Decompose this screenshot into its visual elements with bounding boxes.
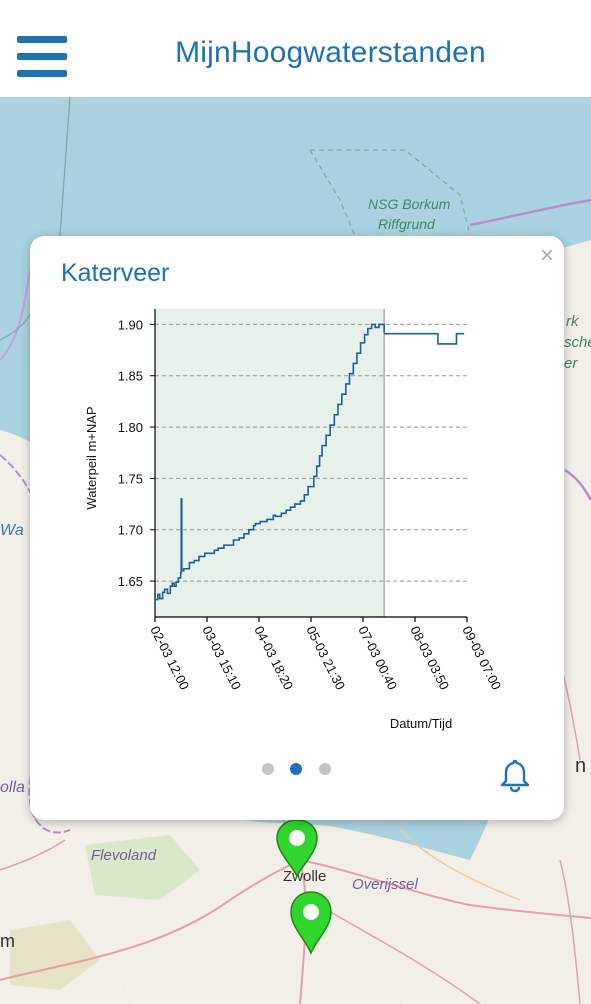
x-tick-label: 03-03 15:10: [199, 624, 244, 693]
app-title: MijnHoogwaterstanden: [175, 36, 486, 69]
x-tick-label: 05-03 21:30: [303, 624, 348, 693]
y-tick-label: 1.85: [118, 369, 143, 384]
y-tick-label: 1.65: [118, 574, 143, 589]
y-tick-label: 1.90: [118, 317, 143, 332]
map-label-er: er: [564, 355, 578, 372]
close-icon[interactable]: ×: [539, 242, 554, 269]
map-label-overijssel: Overijssel: [352, 876, 418, 893]
map-label-m: m: [0, 931, 15, 951]
map-label-flevoland: Flevoland: [91, 847, 157, 864]
pagination-dot[interactable]: [262, 763, 274, 775]
water-level-chart: 1.65 1.70 1.75 1.80 1.85 1.90 02-03 12:00 03-0…: [84, 309, 504, 731]
y-tick-label: 1.75: [118, 471, 143, 486]
app-header: MijnHoogwaterstanden: [0, 0, 591, 97]
x-tick-label: 08-03 03:50: [407, 624, 452, 693]
y-axis-label: Waterpeil m+NAP: [84, 406, 99, 509]
map-label-wa: Wa: [0, 522, 24, 539]
y-tick-label: 1.80: [118, 420, 143, 435]
y-tick-label: 1.70: [118, 523, 143, 538]
pagination-dot[interactable]: [319, 763, 331, 775]
map-label-zwolle: Zwolle: [283, 868, 327, 885]
x-axis-label: Datum/Tijd: [390, 716, 452, 731]
chart-gridlines: [155, 309, 467, 617]
map-label-olla: olla: [0, 779, 25, 796]
measured-series-line: [155, 323, 385, 601]
hamburger-menu-icon[interactable]: [17, 36, 67, 78]
chart-series: [155, 323, 465, 601]
map-marker-pin[interactable]: [287, 889, 335, 955]
x-tick-label: 02-03 12:00: [147, 624, 192, 693]
map-label-rk: rk: [566, 313, 579, 330]
station-popup: × Katerveer 1.65 1.70 1.75 1.80 1.85 1.90 02-…: [30, 236, 564, 820]
y-axis: 1.65 1.70 1.75 1.80 1.85 1.90: [118, 309, 156, 617]
map-marker-pin[interactable]: [273, 818, 321, 878]
x-tick-label: 04-03 18:20: [251, 624, 296, 693]
pagination-dot-active[interactable]: [290, 763, 302, 775]
forecast-series-line: [384, 332, 465, 345]
station-title: Katerveer: [61, 259, 170, 287]
measured-period-shading: [155, 309, 385, 617]
x-axis: 02-03 12:00 03-03 15:10 04-03 18:20 05-03 2…: [147, 616, 504, 693]
map-label-n: n: [575, 755, 587, 777]
x-tick-label: 09-03 07:00: [459, 624, 504, 693]
x-tick-label: 07-03 00:40: [355, 624, 400, 693]
map-label-nsg-borkum: NSG Borkum: [368, 196, 451, 212]
map-label-riffgrund: Riffgrund: [378, 216, 435, 232]
bell-icon[interactable]: [497, 757, 533, 793]
